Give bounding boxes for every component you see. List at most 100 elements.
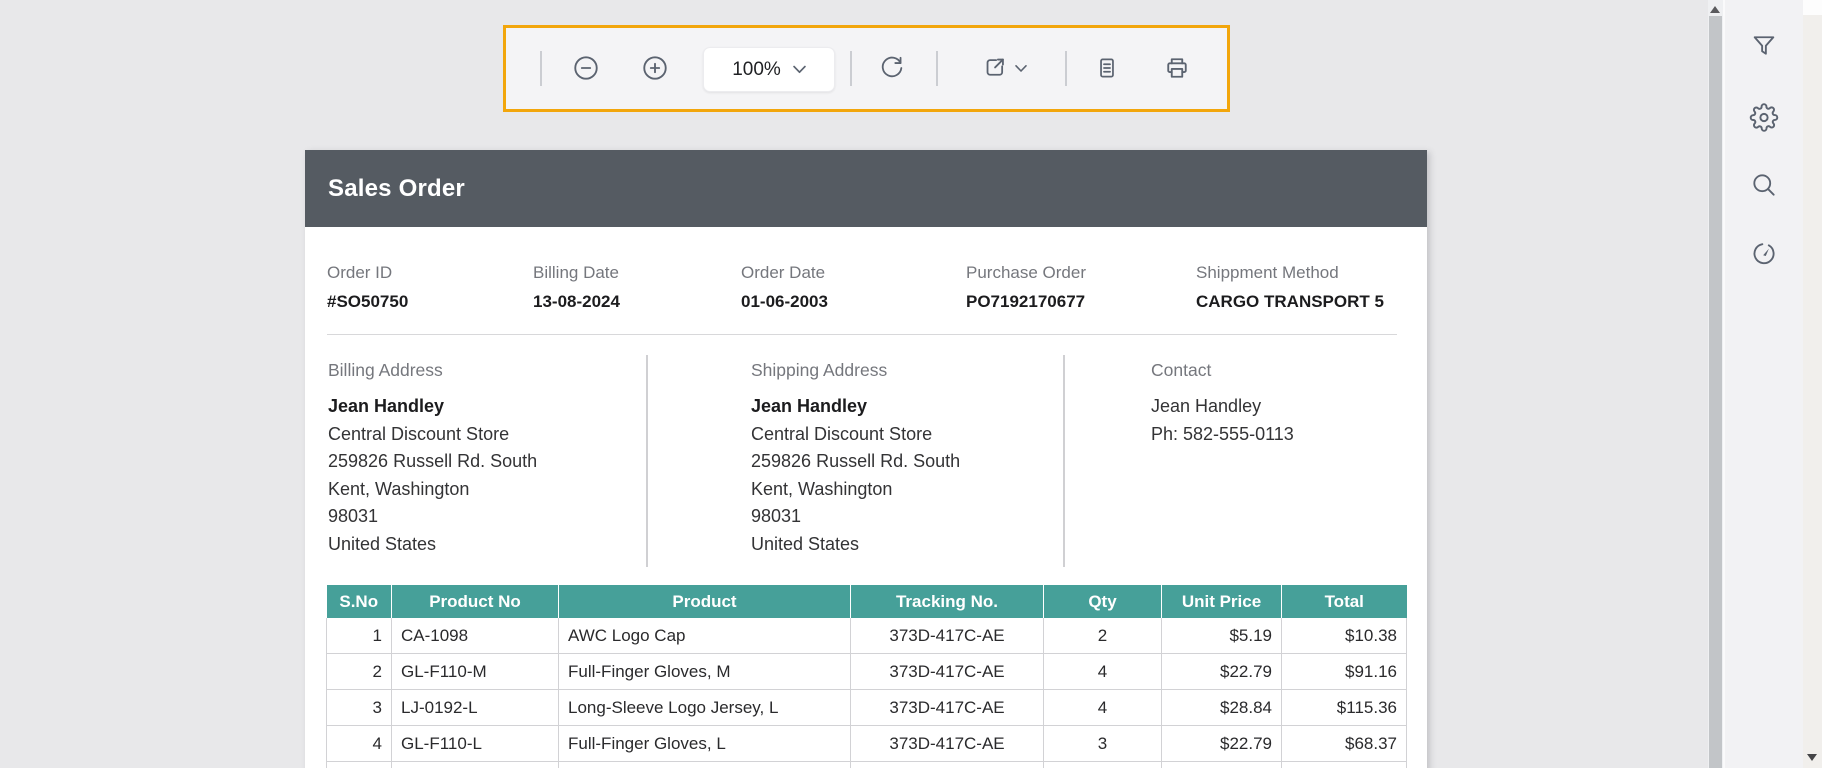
field-label: Purchase Order [966, 263, 1086, 283]
window-scrollbar [1803, 0, 1822, 768]
shipping-address-label: Shipping Address [751, 360, 960, 381]
address-line: 259826 Russell Rd. South [751, 448, 960, 476]
field-value: #SO50750 [327, 292, 408, 312]
table-cell [851, 762, 1044, 768]
table-cell: Full-Finger Gloves, L [559, 726, 851, 762]
table-header-row: S.NoProduct NoProductTracking No.QtyUnit… [327, 585, 1407, 618]
address-line: Jean Handley [1151, 393, 1294, 421]
table-header-cell: Qty [1044, 585, 1162, 618]
table-row: 1CA-1098AWC Logo Cap373D-417C-AE2$5.19$1… [327, 618, 1407, 654]
search-magnifier-icon [1750, 171, 1778, 199]
performance-gauge-icon [1750, 239, 1778, 267]
table-cell [1044, 762, 1162, 768]
zoom-out-button[interactable] [572, 54, 600, 82]
shipping-address-name: Jean Handley [751, 393, 960, 421]
refresh-button[interactable] [879, 55, 906, 82]
plus-circle-icon [641, 54, 669, 82]
field-label: Order Date [741, 263, 828, 283]
filter-parameters-button[interactable] [1750, 32, 1778, 60]
table-header-cell: Tracking No. [851, 585, 1044, 618]
contact-label: Contact [1151, 360, 1294, 381]
address-line: 98031 [751, 503, 960, 531]
shipping-address-block: Shipping Address Jean Handley Central Di… [751, 360, 960, 558]
report-title-bar: Sales Order [305, 150, 1427, 227]
page-setup-button[interactable] [1094, 55, 1120, 81]
chevron-down-icon [793, 65, 806, 74]
zoom-level-value: 100% [732, 59, 781, 81]
billing-address-block: Billing Address Jean Handley Central Dis… [328, 360, 537, 558]
table-cell: 373D-417C-AE [851, 726, 1044, 762]
table-cell: GL-F110-M [392, 654, 559, 690]
table-cell [1162, 762, 1282, 768]
order-field: Order ID #SO50750 [327, 263, 408, 312]
address-line: Kent, Washington [328, 476, 537, 504]
printer-icon [1163, 54, 1191, 82]
table-cell: 4 [1044, 654, 1162, 690]
settings-button[interactable] [1750, 103, 1779, 132]
refresh-arrow-icon [879, 55, 906, 82]
table-cell: LJ-0192-L [392, 690, 559, 726]
table-header-cell: Unit Price [1162, 585, 1282, 618]
table-cell: 4 [1044, 690, 1162, 726]
print-button[interactable] [1163, 54, 1191, 82]
filter-funnel-icon [1750, 32, 1778, 60]
field-value: 01-06-2003 [741, 292, 828, 312]
order-items-table: S.NoProduct NoProductTracking No.QtyUnit… [326, 585, 1406, 768]
table-cell: $22.79 [1162, 726, 1282, 762]
billing-address-name: Jean Handley [328, 393, 537, 421]
address-line: Ph: 582-555-0113 [1151, 421, 1294, 449]
toolbar-separator [850, 51, 852, 86]
address-line: United States [751, 531, 960, 559]
address-divider [1063, 355, 1065, 567]
scroll-up-arrow[interactable] [1710, 6, 1720, 13]
table-cell: $10.38 [1282, 618, 1407, 654]
contact-block: Contact Jean HandleyPh: 582-555-0113 [1151, 360, 1294, 448]
table-cell: $68.37 [1282, 726, 1407, 762]
search-button[interactable] [1750, 171, 1778, 199]
table-cell [559, 762, 851, 768]
table-cell: $28.84 [1162, 690, 1282, 726]
zoom-in-button[interactable] [641, 54, 669, 82]
table-cell: 4 [327, 726, 392, 762]
table-cell: Full-Finger Gloves, M [559, 654, 851, 690]
table-cell: $115.36 [1282, 690, 1407, 726]
document-lines-icon [1094, 55, 1120, 81]
viewer-sidebar [1723, 0, 1803, 768]
chevron-down-icon [1015, 64, 1027, 72]
toolbar-separator [1065, 51, 1067, 86]
report-viewer: 100% [0, 0, 1822, 768]
table-header-cell: Product [559, 585, 851, 618]
settings-gear-icon [1750, 103, 1779, 132]
scrollbar-thumb[interactable] [1709, 16, 1722, 768]
export-box-arrow-icon [981, 55, 1008, 82]
table-cell: GL-F110-L [392, 726, 559, 762]
window-scroll-down-arrow[interactable] [1807, 754, 1817, 761]
table-cell: 2 [1044, 618, 1162, 654]
order-field: Order Date 01-06-2003 [741, 263, 828, 312]
billing-address-label: Billing Address [328, 360, 537, 381]
table-cell [1282, 762, 1407, 768]
address-line: 98031 [328, 503, 537, 531]
address-line: Central Discount Store [328, 421, 537, 449]
order-field: Shippment Method CARGO TRANSPORT 5 [1196, 263, 1384, 312]
field-label: Order ID [327, 263, 408, 283]
table-cell [327, 762, 392, 768]
table-cell: 1 [327, 618, 392, 654]
viewer-scrollbar [1708, 0, 1723, 768]
field-value: 13-08-2024 [533, 292, 620, 312]
export-button[interactable] [981, 55, 1027, 82]
table-cell: 373D-417C-AE [851, 654, 1044, 690]
zoom-level-dropdown[interactable]: 100% [703, 47, 835, 92]
window-scrollbar-thumb[interactable] [1803, 0, 1822, 15]
table-cell: $22.79 [1162, 654, 1282, 690]
address-line: Kent, Washington [751, 476, 960, 504]
toolbar-separator [540, 51, 542, 86]
table-header-cell: Total [1282, 585, 1407, 618]
field-value: CARGO TRANSPORT 5 [1196, 292, 1384, 312]
performance-button[interactable] [1750, 239, 1778, 267]
table-row: 2GL-F110-MFull-Finger Gloves, M373D-417C… [327, 654, 1407, 690]
field-label: Shippment Method [1196, 263, 1384, 283]
table-cell: Long-Sleeve Logo Jersey, L [559, 690, 851, 726]
table-cell: 373D-417C-AE [851, 618, 1044, 654]
order-fields-row: Order ID#SO50750Billing Date13-08-2024Or… [305, 227, 1427, 334]
